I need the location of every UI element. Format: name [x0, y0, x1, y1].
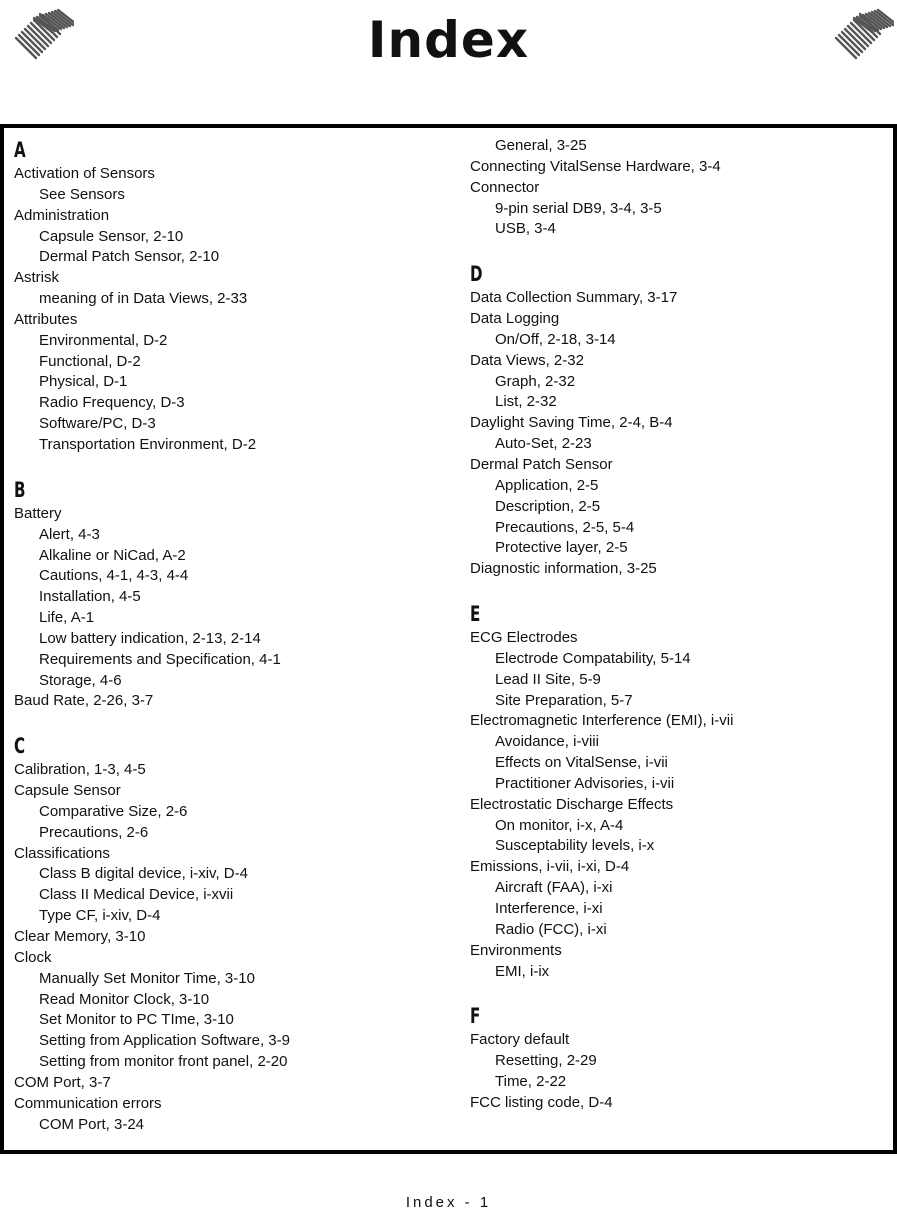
page-title: Index: [367, 11, 530, 69]
index-subentry: Lead II Site, 5-9: [495, 670, 601, 688]
index-subentry: Storage, 4-6: [39, 671, 122, 689]
page-number: Index - 1: [405, 1194, 492, 1211]
index-subentry: Auto-Set, 2-23: [495, 435, 592, 453]
index-entry: Factory default: [470, 1031, 570, 1049]
index-subentry: Site Preparation, 5-7: [495, 691, 633, 709]
index-subentry: Requirements and Specification, 4-1: [39, 650, 281, 668]
index-subentry: Capsule Sensor, 2-10: [39, 227, 184, 245]
index-entry: Astrisk: [14, 269, 59, 287]
index-entry: Administration: [14, 206, 110, 224]
index-subentry: Class B digital device, i-xiv, D-4: [39, 865, 248, 883]
index-subentry: On monitor, i-x, A-4: [495, 816, 624, 834]
index-subentry: Read Monitor Clock, 3-10: [39, 990, 210, 1008]
index-subentry: Resetting, 2-29: [495, 1052, 597, 1070]
index-subentry: Setting from Application Software, 3-9: [39, 1032, 290, 1050]
index-subentry: Dermal Patch Sensor, 2-10: [39, 248, 220, 266]
section-letter-heading: A: [14, 138, 26, 162]
index-entry: Clock: [14, 948, 52, 966]
index-entry: Emissions, i-vii, i-xi, D-4: [470, 858, 630, 876]
index-entry: Classifications: [14, 844, 110, 862]
index-subentry: See Sensors: [39, 185, 125, 203]
index-subentry: Cautions, 4-1, 4-3, 4-4: [39, 567, 189, 585]
index-subentry: Practitioner Advisories, i-vii: [495, 774, 675, 792]
index-entry: Data Collection Summary, 3-17: [470, 289, 678, 307]
logo-icon: [14, 8, 74, 60]
index-subentry: Transportation Environment, D-2: [39, 435, 257, 453]
index-entry: COM Port, 3-7: [14, 1073, 111, 1091]
index-entry: Electrostatic Discharge Effects: [470, 795, 674, 813]
index-subentry: Environmental, D-2: [39, 331, 168, 349]
section-letter-heading: F: [470, 1004, 481, 1029]
index-entry: Diagnostic information, 3-25: [470, 560, 657, 578]
index-subentry: USB, 3-4: [495, 220, 556, 238]
index-entry: Calibration, 1-3, 4-5: [14, 761, 146, 779]
section-letter-heading: D: [470, 262, 483, 287]
index-column-right: General, 3-25 Connecting VitalSense Hardw…: [470, 136, 733, 1114]
index-subentry: Precautions, 2-5, 5-4: [495, 518, 635, 536]
index-subentry: Effects on VitalSense, i-vii: [495, 754, 668, 772]
logo-icon: [834, 8, 894, 60]
index-subentry: Manually Set Monitor Time, 3-10: [39, 969, 255, 987]
index-subentry: Set Monitor to PC TIme, 3-10: [39, 1011, 234, 1029]
index-subentry: Alert, 4-3: [39, 525, 100, 543]
index-entry: Communication errors: [14, 1094, 162, 1112]
index-entry: ECG Electrodes: [470, 629, 578, 647]
index-entry: Environments: [470, 941, 562, 959]
index-subentry: Type CF, i-xiv, D-4: [39, 907, 161, 925]
index-subentry: Functional, D-2: [39, 352, 141, 370]
index-subentry: Setting from monitor front panel, 2-20: [39, 1053, 288, 1071]
index-subentry: meaning of in Data Views, 2-33: [39, 290, 248, 308]
index-subentry: Aircraft (FAA), i-xi: [495, 879, 613, 897]
index-entry: Data Views, 2-32: [470, 351, 584, 369]
index-entry: Attributes: [14, 310, 78, 328]
index-subentry: Electrode Compatability, 5-14: [495, 649, 691, 667]
index-entry: Connector: [470, 178, 540, 196]
index-subentry: Application, 2-5: [495, 476, 599, 494]
index-subentry: Time, 2-22: [495, 1073, 567, 1091]
index-entry: Data Logging: [470, 310, 560, 328]
index-entry: Clear Memory, 3-10: [14, 928, 146, 945]
index-entry: Connecting VitalSense Hardware, 3-4: [470, 157, 721, 175]
index-entry: Battery: [14, 504, 62, 522]
index-subentry: Alkaline or NiCad, A-2: [39, 546, 186, 564]
index-entry: Electromagnetic Interference (EMI), i-vi…: [470, 712, 734, 730]
section-letter-heading: B: [14, 477, 26, 502]
index-subentry: Interference, i-xi: [495, 900, 603, 917]
index-entry: Daylight Saving Time, 2-4, B-4: [470, 414, 673, 432]
index-subentry: Life, A-1: [39, 609, 95, 627]
index-subentry: Radio (FCC), i-xi: [495, 920, 607, 938]
index-subentry: 9-pin serial DB9, 3-4, 3-5: [495, 199, 662, 217]
index-entry: Dermal Patch Sensor: [470, 455, 613, 473]
index-subentry: Description, 2-5: [495, 497, 601, 515]
index-subentry: Protective layer, 2-5: [495, 539, 628, 557]
index-subentry: Software/PC, D-3: [39, 415, 156, 433]
index-frame: A Activation of Sensors See Sensors Adminis…: [0, 124, 897, 1154]
index-subentry: Radio Frequency, D-3: [39, 394, 185, 412]
index-subentry: Precautions, 2-6: [39, 823, 149, 841]
index-subentry: COM Port, 3-24: [39, 1115, 145, 1133]
index-subentry: EMI, i-ix: [495, 962, 550, 980]
index-entry: Capsule Sensor: [14, 782, 121, 800]
index-subentry: Graph, 2-32: [495, 372, 576, 390]
index-subentry: On/Off, 2-18, 3-14: [495, 330, 616, 348]
index-entry: Baud Rate, 2-26, 3-7: [14, 692, 154, 710]
index-subentry: General, 3-25: [495, 137, 587, 154]
section-letter-heading: C: [14, 734, 26, 759]
index-subentry: Comparative Size, 2-6: [39, 802, 188, 820]
index-column-left: A Activation of Sensors See Sensors Adminis…: [14, 136, 290, 1135]
index-subentry: List, 2-32: [495, 393, 557, 411]
index-entry: Activation of Sensors: [14, 165, 155, 182]
section-letter-heading: E: [470, 602, 481, 627]
index-subentry: Avoidance, i-viii: [495, 733, 599, 751]
index-entry: FCC listing code, D-4: [470, 1093, 613, 1111]
index-subentry: Installation, 4-5: [39, 588, 141, 606]
index-subentry: Susceptability levels, i-x: [495, 837, 655, 855]
index-subentry: Class II Medical Device, i-xvii: [39, 886, 234, 904]
index-subentry: Physical, D-1: [39, 373, 128, 391]
index-subentry: Low battery indication, 2-13, 2-14: [39, 629, 261, 647]
